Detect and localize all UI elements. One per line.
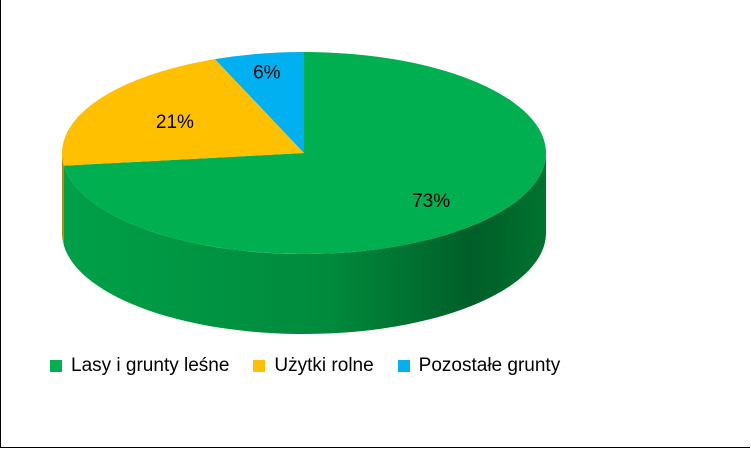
pie-slice-uzytki <box>61 59 304 166</box>
legend-item-uzytki: Użytki rolne <box>253 355 374 377</box>
legend-label-pozostale: Pozostałe grunty <box>418 355 561 376</box>
data-label-pozostale: 6% <box>253 63 281 84</box>
pie-side-lasy <box>63 153 547 334</box>
legend-swatch-uzytki <box>253 360 266 372</box>
data-label-uzytki: 21% <box>156 112 194 133</box>
legend: Lasy i grunty leśne Użytki rolne Pozosta… <box>50 355 584 377</box>
legend-label-uzytki: Użytki rolne <box>274 355 374 376</box>
pie-top-group <box>61 52 546 254</box>
data-label-group: 73% 21% 6% <box>156 63 450 212</box>
legend-item-pozostale: Pozostałe grunty <box>397 355 561 377</box>
legend-swatch-pozostale <box>397 360 410 372</box>
pie-slice-lasy <box>63 52 546 254</box>
data-label-lasy: 73% <box>412 191 450 212</box>
legend-label-lasy: Lasy i grunty leśne <box>71 355 230 376</box>
pie-slice-pozostale <box>214 52 304 153</box>
pie-side-uzytki <box>62 153 64 246</box>
legend-swatch-lasy <box>50 360 62 372</box>
pie-side-group <box>62 153 547 334</box>
legend-item-lasy: Lasy i grunty leśne <box>50 355 229 377</box>
